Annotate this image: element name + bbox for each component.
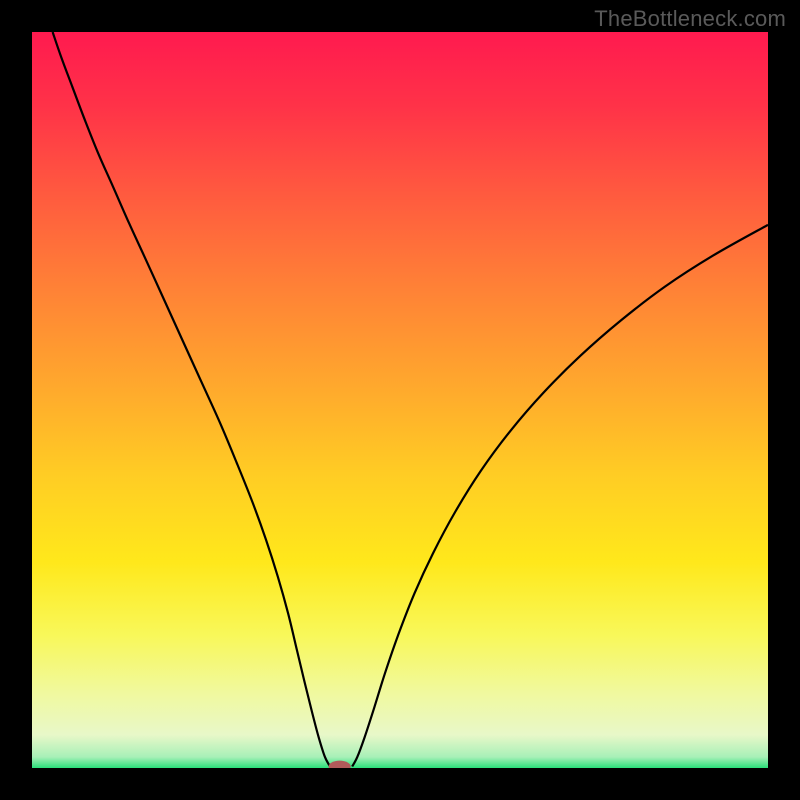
bottleneck-chart	[0, 0, 800, 800]
chart-container: TheBottleneck.com	[0, 0, 800, 800]
bottleneck-marker	[329, 761, 351, 773]
gradient-background	[32, 32, 768, 768]
watermark-text: TheBottleneck.com	[594, 6, 786, 32]
